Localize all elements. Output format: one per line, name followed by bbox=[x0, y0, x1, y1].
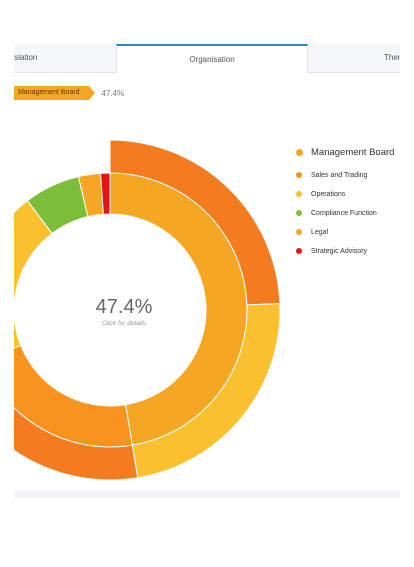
legend-label: Legal bbox=[311, 228, 329, 236]
legend-item[interactable]: Sales and Trading bbox=[296, 168, 400, 182]
tab-themes[interactable]: Them bbox=[384, 53, 400, 62]
legend-dot bbox=[296, 229, 302, 235]
legend-item[interactable]: Compliance Function bbox=[296, 206, 400, 220]
legend-dot bbox=[296, 172, 302, 178]
legend-label: Compliance Function bbox=[311, 209, 377, 217]
center-hint[interactable]: Click for details bbox=[101, 320, 147, 327]
legend-item[interactable]: Legal bbox=[296, 225, 400, 239]
outer-slice[interactable] bbox=[14, 360, 139, 481]
tab-legislation[interactable]: gislation bbox=[14, 53, 38, 62]
inner-slice[interactable] bbox=[100, 172, 111, 215]
chevron-left-icon[interactable]: ◂ bbox=[399, 148, 400, 156]
legend-items: Sales and Trading Operations Compliance Fu… bbox=[296, 168, 400, 258]
legend-label: Sales and Trading bbox=[311, 171, 368, 179]
legend-dot bbox=[296, 248, 302, 254]
content-frame: gislation Organisation Them Management B… bbox=[14, 44, 400, 498]
legend-title-dot bbox=[296, 148, 303, 156]
legend-dot bbox=[296, 210, 302, 216]
legend-title: Management Board bbox=[311, 146, 395, 158]
chart-rings bbox=[14, 139, 281, 481]
sunburst-chart[interactable] bbox=[14, 44, 400, 498]
breadcrumb-chip[interactable]: Management Board bbox=[14, 86, 97, 100]
legend-label: Strategic Advisory bbox=[311, 247, 368, 255]
breadcrumb-value: 47.4% bbox=[101, 88, 125, 98]
legend: Management Board ◂ Sales and Trading Oper… bbox=[296, 144, 400, 263]
legend-dot bbox=[296, 191, 302, 197]
bottom-bar bbox=[14, 490, 400, 498]
legend-item[interactable]: Strategic Advisory bbox=[296, 244, 400, 258]
legend-label: Operations bbox=[311, 190, 346, 198]
tab-bar: gislation Organisation Them bbox=[14, 44, 400, 73]
center-value[interactable]: 47.4% bbox=[95, 296, 153, 318]
breadcrumb: Management Board 47.4% bbox=[14, 86, 124, 100]
legend-item[interactable]: Operations bbox=[296, 187, 400, 201]
legend-title-row[interactable]: Management Board ◂ bbox=[296, 144, 400, 160]
tab-organisation[interactable]: Organisation bbox=[116, 44, 308, 73]
